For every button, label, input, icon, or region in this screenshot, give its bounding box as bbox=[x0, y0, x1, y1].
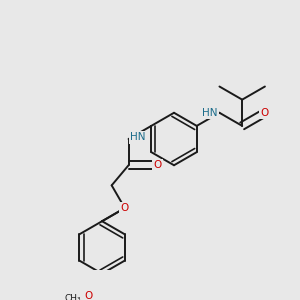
Text: O: O bbox=[261, 108, 269, 118]
Text: HN: HN bbox=[202, 108, 218, 118]
Text: O: O bbox=[153, 160, 161, 170]
Text: O: O bbox=[85, 291, 93, 300]
Text: CH₃: CH₃ bbox=[64, 293, 81, 300]
Text: O: O bbox=[121, 203, 129, 213]
Text: HN: HN bbox=[130, 132, 146, 142]
